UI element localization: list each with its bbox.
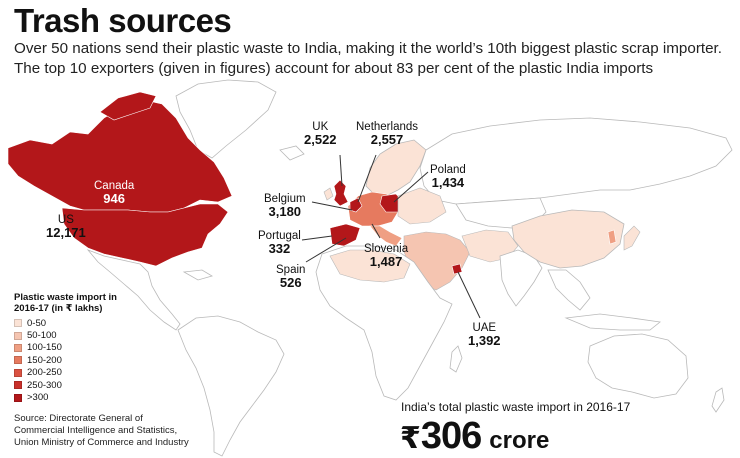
label-netherlands-name: Netherlands bbox=[356, 121, 419, 133]
label-us-value: 12,171 bbox=[46, 225, 86, 241]
legend-item: 150-200 bbox=[14, 354, 124, 366]
label-us: US 12,171 bbox=[46, 214, 86, 240]
label-belgium: Belgium 3,180 bbox=[264, 193, 306, 219]
region-mexico bbox=[86, 249, 181, 331]
legend-swatch bbox=[14, 393, 22, 402]
legend-item: >300 bbox=[14, 391, 124, 403]
region-uk bbox=[333, 179, 349, 207]
legend-item: 250-300 bbox=[14, 379, 124, 391]
leader-lines bbox=[301, 154, 481, 319]
region-russia bbox=[419, 117, 733, 205]
region-eastern-europe bbox=[397, 187, 447, 225]
legend-label: 150-200 bbox=[27, 354, 62, 366]
page-title: Trash sources bbox=[14, 2, 232, 39]
label-portugal-name: Portugal bbox=[258, 230, 301, 242]
region-indonesia bbox=[564, 313, 661, 331]
region-canada bbox=[7, 99, 233, 213]
region-new-zealand bbox=[711, 387, 725, 413]
leader-uk bbox=[339, 154, 343, 187]
legend-swatch bbox=[14, 368, 22, 377]
label-uk-value: 2,522 bbox=[304, 132, 337, 148]
label-slovenia-name: Slovenia bbox=[364, 243, 409, 255]
legend-label: >300 bbox=[27, 392, 49, 404]
region-africa bbox=[315, 245, 453, 401]
legend-swatch bbox=[14, 343, 22, 352]
region-us bbox=[61, 203, 229, 267]
label-netherlands: Netherlands 2,557 bbox=[356, 121, 418, 147]
region-caribbean bbox=[182, 269, 213, 281]
label-portugal: Portugal 332 bbox=[258, 230, 301, 256]
legend-swatch bbox=[14, 356, 22, 365]
label-canada-name: Canada bbox=[94, 180, 135, 192]
label-poland-name: Poland bbox=[430, 164, 466, 176]
region-korea bbox=[607, 229, 617, 245]
label-spain-name: Spain bbox=[276, 264, 306, 276]
region-china bbox=[511, 209, 625, 269]
legend-item: 0-50 bbox=[14, 317, 124, 329]
total-value: 306 bbox=[420, 415, 482, 457]
label-spain-value: 526 bbox=[279, 275, 302, 291]
map-legend: Plastic waste import in 2016-17 (in ₹ la… bbox=[14, 292, 124, 404]
label-netherlands-value: 2,557 bbox=[370, 132, 404, 148]
total-caption: India’s total plastic waste import in 20… bbox=[401, 400, 631, 414]
label-canada: Canada 946 bbox=[94, 180, 134, 206]
total-unit: crore bbox=[489, 427, 550, 454]
label-us-name: US bbox=[57, 214, 74, 226]
legend-label: 50-100 bbox=[27, 330, 57, 342]
label-slovenia: Slovenia 1,487 bbox=[364, 243, 408, 269]
legend-swatch bbox=[14, 381, 22, 390]
legend-item: 100-150 bbox=[14, 342, 124, 354]
leader-portugal bbox=[301, 235, 333, 241]
leader-netherlands bbox=[357, 154, 377, 203]
subtitle: Over 50 nations send their plastic waste… bbox=[14, 40, 722, 77]
region-greenland bbox=[175, 79, 277, 159]
region-southeast-asia bbox=[547, 269, 591, 311]
label-uae-value: 1,392 bbox=[468, 333, 501, 349]
legend-swatch bbox=[14, 331, 22, 340]
label-poland: Poland 1,434 bbox=[430, 164, 466, 190]
label-belgium-name: Belgium bbox=[264, 193, 306, 205]
region-arctic-islands bbox=[99, 91, 157, 121]
region-iceland bbox=[279, 145, 305, 161]
legend-item: 200-250 bbox=[14, 367, 124, 379]
label-canada-value: 946 bbox=[103, 191, 125, 207]
region-madagascar bbox=[449, 345, 463, 373]
region-ireland bbox=[323, 187, 334, 201]
label-uk-name: UK bbox=[312, 121, 329, 133]
total-figure: ₹ 306 crore bbox=[400, 415, 549, 458]
region-scandinavia bbox=[365, 139, 427, 197]
legend-swatch bbox=[14, 319, 22, 328]
leader-poland bbox=[393, 171, 429, 203]
source-note: Source: Directorate General of Commercia… bbox=[14, 413, 189, 448]
region-north-africa bbox=[329, 249, 411, 283]
leader-slovenia bbox=[371, 223, 381, 239]
region-south-america bbox=[177, 315, 285, 457]
label-portugal-value: 332 bbox=[268, 241, 291, 257]
legend-label: 100-150 bbox=[27, 342, 62, 354]
region-benelux bbox=[349, 197, 363, 213]
label-slovenia-value: 1,487 bbox=[369, 254, 403, 270]
label-spain: Spain 526 bbox=[276, 264, 305, 290]
legend-title: Plastic waste import in 2016-17 (in ₹ la… bbox=[14, 292, 117, 314]
world-map bbox=[7, 79, 733, 457]
region-iberia bbox=[329, 223, 361, 247]
region-australia bbox=[587, 333, 689, 399]
region-uae bbox=[451, 263, 463, 275]
leader-uae bbox=[457, 271, 481, 319]
label-poland-value: 1,434 bbox=[431, 175, 465, 191]
label-belgium-value: 3,180 bbox=[268, 204, 302, 220]
label-uk: UK 2,522 bbox=[304, 121, 337, 147]
legend-label: 250-300 bbox=[27, 379, 62, 391]
rupee-symbol: ₹ bbox=[400, 422, 421, 455]
leader-belgium bbox=[311, 201, 353, 211]
legend-label: 200-250 bbox=[27, 367, 62, 379]
label-uae-name: UAE bbox=[472, 322, 497, 334]
label-uae: UAE 1,392 bbox=[468, 322, 501, 348]
leader-spain bbox=[305, 237, 347, 263]
legend-item: 50-100 bbox=[14, 329, 124, 341]
legend-label: 0-50 bbox=[27, 317, 47, 329]
region-japan bbox=[623, 225, 641, 251]
